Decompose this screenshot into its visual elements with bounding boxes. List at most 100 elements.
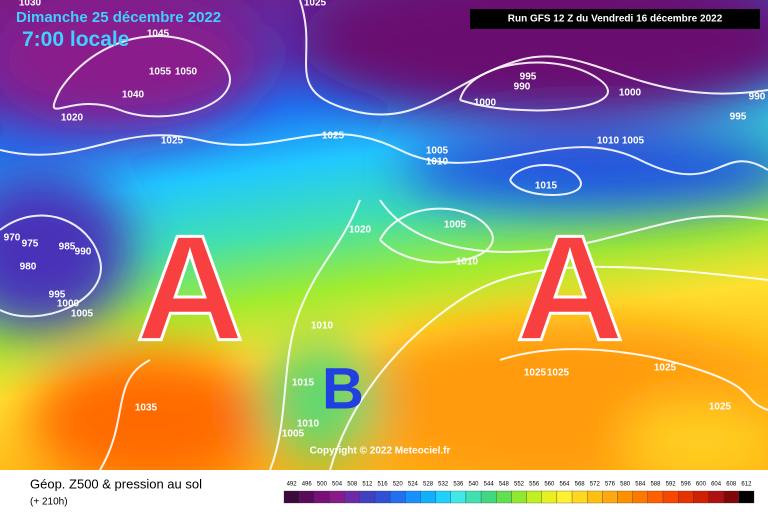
colorbar-label: 544	[484, 482, 495, 488]
colorbar-cell	[587, 490, 603, 504]
colorbar-label: 508	[347, 482, 358, 488]
colorbar-cell	[329, 490, 345, 504]
pressure-label: 1010	[597, 136, 620, 147]
pressure-label: 1015	[535, 181, 558, 192]
run-info: Run GFS 12 Z du Vendredi 16 décembre 202…	[508, 14, 723, 25]
pressure-label: 1025	[304, 0, 327, 9]
colorbar: 492 496 500 504 508 512 516 520 524 528 532 536 540 5…	[283, 482, 755, 504]
colorbar-cell	[738, 490, 755, 504]
colorbar-label: 600	[696, 482, 707, 488]
pressure-label: 1000	[619, 88, 642, 99]
pressure-label: 1005	[282, 429, 305, 440]
pressure-label: 995	[730, 112, 747, 123]
colorbar-label: 604	[711, 482, 722, 488]
colorbar-cell	[344, 490, 360, 504]
colorbar-label: 580	[620, 482, 631, 488]
pressure-label: 1025	[322, 131, 345, 142]
pressure-label: 990	[514, 82, 531, 93]
colorbar-cell	[480, 490, 497, 504]
colorbar-cell	[465, 490, 482, 504]
colorbar-label: 524	[408, 482, 419, 488]
pressure-label: 1045	[147, 29, 170, 40]
legend-title: Géop. Z500 & pression au sol	[30, 476, 202, 491]
colorbar-cell	[435, 490, 451, 504]
pressure-label: 1005	[426, 146, 449, 157]
time: 7:00 locale	[22, 28, 129, 51]
colorbar-cell	[541, 490, 558, 504]
high-marker: A	[136, 204, 244, 372]
colorbar-label: 516	[378, 482, 389, 488]
pressure-label: 1010	[297, 419, 320, 430]
copyright: Copyright © 2022 Meteociel.fr	[310, 446, 451, 457]
pressure-label: 975	[22, 239, 39, 250]
colorbar-cell	[617, 490, 633, 504]
colorbar-cell	[602, 490, 618, 504]
colorbar-cell	[723, 490, 739, 504]
colorbar-label: 584	[635, 482, 646, 488]
pressure-label: 995	[49, 290, 66, 301]
pressure-label: 1010	[426, 157, 449, 168]
colorbar-cell	[511, 490, 527, 504]
date: Dimanche 25 décembre 2022	[16, 9, 221, 26]
pressure-label: 980	[20, 262, 37, 273]
colorbar-cell	[556, 490, 573, 504]
colorbar-label: 500	[317, 482, 328, 488]
pressure-label: 1025	[524, 368, 547, 379]
colorbar-label: 568	[575, 482, 586, 488]
colorbar-cell	[450, 490, 467, 504]
colorbar-label: 504	[332, 482, 343, 488]
colorbar-cell	[389, 490, 406, 504]
colorbar-cell	[571, 490, 588, 504]
high-marker: A	[516, 204, 624, 372]
pressure-label: 1050	[175, 67, 198, 78]
colorbar-label: 520	[393, 482, 404, 488]
pressure-label: 1025	[709, 402, 732, 413]
pressure-label: 1010	[311, 321, 334, 332]
colorbar-label: 592	[666, 482, 677, 488]
pressure-label: 1055	[149, 67, 172, 78]
colorbar-cell	[678, 490, 694, 504]
colorbar-cell	[662, 490, 679, 504]
colorbar-label: 512	[362, 482, 373, 488]
colorbar-label: 496	[302, 482, 313, 488]
colorbar-cell	[632, 490, 649, 504]
pressure-label: 1020	[349, 225, 372, 236]
pressure-label: 1010	[456, 257, 479, 268]
colorbar-cell	[693, 490, 709, 504]
colorbar-label: 608	[726, 482, 737, 488]
low-marker: B	[322, 356, 364, 421]
colorbar-label: 552	[514, 482, 525, 488]
pressure-label: 1005	[71, 309, 94, 320]
colorbar-label: 612	[741, 482, 752, 488]
colorbar-cell	[359, 490, 376, 504]
colorbar-cell	[314, 490, 330, 504]
pressure-label: 1035	[135, 403, 158, 414]
field-blobs	[0, 0, 768, 470]
colorbar-cell	[526, 490, 542, 504]
pressure-label: 1000	[57, 299, 80, 310]
colorbar-label: 588	[650, 482, 661, 488]
pressure-label: 970	[4, 233, 21, 244]
pressure-label: 990	[75, 247, 92, 258]
pressure-label: 1005	[444, 220, 467, 231]
pressure-label: 1025	[161, 136, 184, 147]
pressure-label: 985	[59, 242, 76, 253]
pressure-label: 1005	[622, 136, 645, 147]
isobars	[0, 0, 768, 470]
pressure-label: 990	[749, 92, 766, 103]
colorbar-cell	[283, 490, 300, 504]
colorbar-cell	[405, 490, 421, 504]
colorbar-cell	[647, 490, 664, 504]
colorbar-label: 556	[529, 482, 540, 488]
colorbar-label: 492	[287, 482, 298, 488]
colorbar-label: 560	[544, 482, 555, 488]
pressure-label: 995	[520, 72, 537, 83]
colorbar-cell	[496, 490, 512, 504]
colorbar-label: 564	[559, 482, 570, 488]
pressure-label: 1025	[547, 368, 570, 379]
colorbar-cell	[420, 490, 436, 504]
